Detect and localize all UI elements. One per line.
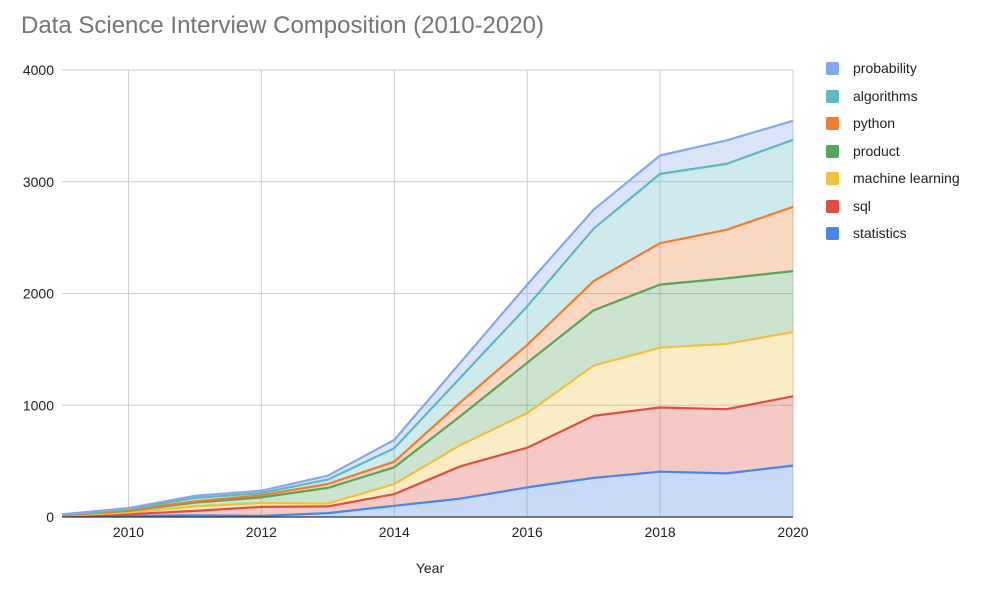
line-probability xyxy=(61,119,794,516)
legend-swatch xyxy=(826,172,839,185)
line-python xyxy=(61,205,794,517)
x-tick-label: 2016 xyxy=(512,524,543,540)
legend-label: probability xyxy=(853,60,917,76)
line-machine-learning xyxy=(61,331,794,517)
chart-title: Data Science Interview Composition (2010… xyxy=(21,12,544,39)
gridlines xyxy=(62,69,794,517)
area-product xyxy=(62,271,793,516)
legend-swatch xyxy=(826,117,839,130)
x-tick-label: 2018 xyxy=(645,524,676,540)
series-lines xyxy=(61,119,794,518)
legend-label: product xyxy=(853,142,900,159)
legend-label: statistics xyxy=(853,225,907,241)
legend-label: sql xyxy=(853,197,871,214)
x-tick-label: 2012 xyxy=(246,524,277,540)
y-tick-label: 4000 xyxy=(23,62,54,78)
area-python xyxy=(62,206,793,516)
y-tick-label: 0 xyxy=(46,509,54,525)
line-statistics xyxy=(61,464,794,518)
y-tick-label: 3000 xyxy=(23,174,54,190)
legend-label: algorithms xyxy=(853,87,918,104)
legend-swatch xyxy=(826,199,839,213)
area-probability xyxy=(62,120,793,515)
legend-label: machine learning xyxy=(853,170,960,186)
area-statistics xyxy=(62,465,793,517)
y-tick-label: 1000 xyxy=(23,397,54,413)
legend-label: python xyxy=(853,115,896,131)
stacked-areas xyxy=(62,120,793,517)
x-axis-title: Year xyxy=(415,560,445,576)
x-tick-label: 2014 xyxy=(379,524,410,540)
line-sql xyxy=(61,395,794,517)
line-algorithms xyxy=(61,138,794,516)
area-algorithms xyxy=(62,139,793,516)
legend-swatch xyxy=(826,144,839,158)
x-tick-label: 2010 xyxy=(113,524,144,540)
x-tick-label: 2020 xyxy=(777,524,808,540)
y-tick-label: 2000 xyxy=(23,286,54,302)
legend-swatch xyxy=(826,227,839,240)
area-sql xyxy=(62,396,793,517)
axes: 0 1000 2000 3000 4000 2010 2012 2014 2016 2018 202… xyxy=(23,62,809,540)
legend-swatch xyxy=(826,62,839,75)
area-machine-learning xyxy=(62,332,793,516)
legend-swatch xyxy=(826,89,839,103)
